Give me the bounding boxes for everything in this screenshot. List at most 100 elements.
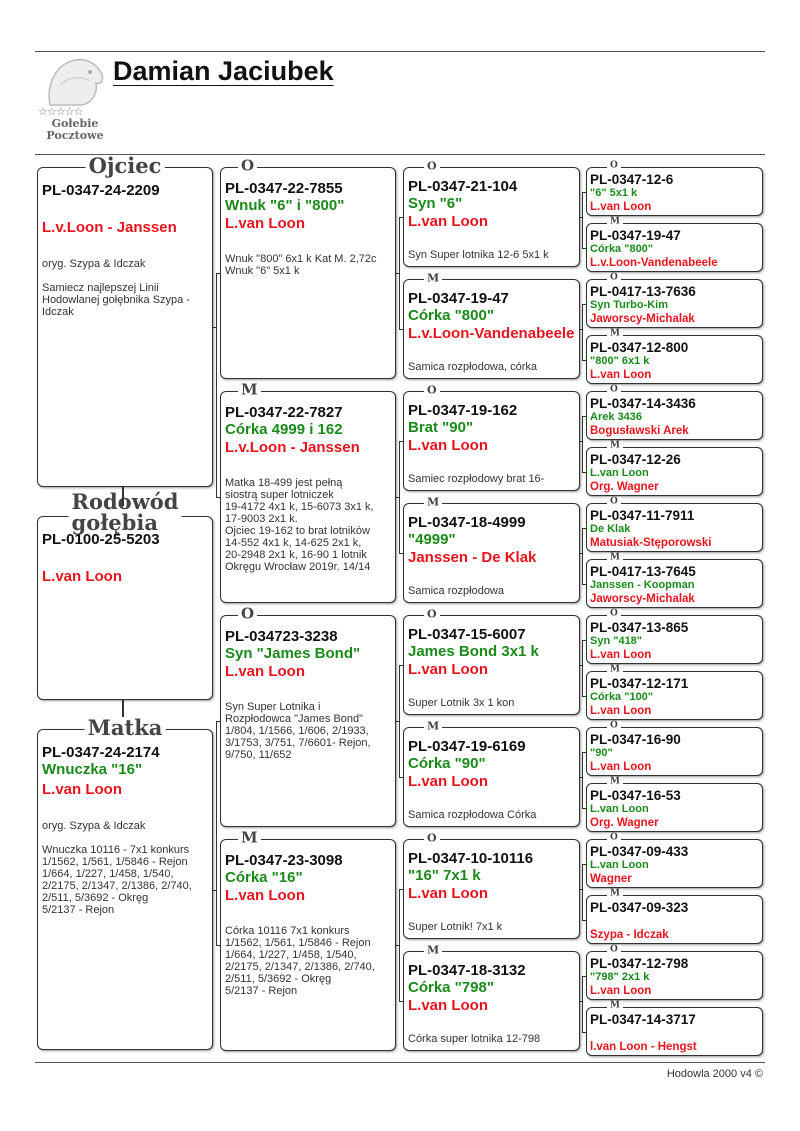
ring-number: PL-0347-12-26 [590,452,681,467]
pedigree-card: Rodowód gołębia PL-0100-25-5203 L.van Loon [37,490,213,700]
connector-line [580,329,582,330]
ring-number: PL-0347-11-7911 [590,508,695,523]
pedigree-card: O PL-0347-12-6 "6" 5x1 k L.van Loon [586,161,763,216]
logo: ☆☆☆☆☆ Gołebie Pocztowe [38,55,112,149]
connector-line [396,273,399,274]
pedigree-card: Ojciec PL-0347-24-2209 L.v.Loon - Janssen o… [37,154,213,487]
card-legend: M [607,777,623,787]
connector-line [399,441,403,442]
connector-line [396,945,399,946]
card-legend: O [607,609,621,619]
pedigree-card: O PL-0347-22-7855 Wnuk "6" i "800" L.van Lo… [220,158,396,379]
pigeon-head-icon [48,58,104,106]
connector-line [213,889,216,891]
pigeon-name: "4999" [408,531,456,548]
connector-line [216,721,217,945]
ring-number: PL-0347-19-162 [408,402,518,419]
pigeon-name: L.van Loon [590,803,649,815]
ring-number: PL-0347-22-7827 [225,404,343,421]
logo-text-line1: Gołebie [51,117,99,130]
pedigree-card: M PL-0347-19-6169 Córka "90" L.van Loon Sami… [403,720,580,827]
connector-line [399,329,403,330]
breeder-line: Bogusławski Arek [590,425,689,437]
card-legend: M [424,720,443,732]
page-title: Damian Jaciubek [113,56,334,86]
connector-line [396,497,399,498]
breeder-line: Janssen - De Klak [408,549,537,566]
ring-number: PL-0347-12-800 [590,340,689,355]
pedigree-card: Matka PL-0347-24-2174 Wnuczka "16" L.van Lo… [37,716,213,1050]
pigeon-notes: Wnuk "800" 6x1 k Kat M. 2,72c Wnuk "6" 5… [225,253,377,277]
connector-line [399,217,400,329]
ring-number: PL-0347-24-2174 [42,744,160,761]
top-divider [35,51,765,52]
pedigree-card: O PL-0347-12-798 "798" 2x1 k L.van Loon [586,945,763,1000]
pigeon-notes: Super Lotnik 3x 1 kon [408,697,515,709]
card-legend: M [607,217,623,227]
pigeon-name: Syn "6" [408,195,463,212]
ring-number: PL-034723-3238 [225,628,338,645]
pigeon-notes: Samica rozpłodowa, córka [408,361,538,373]
ring-number: PL-0347-12-6 [590,172,674,187]
connector-line [580,777,582,778]
pigeon-name: Córka "800" [590,243,654,255]
pedigree-card: M PL-0417-13-7645 Janssen - Koopman Jaworsc… [586,553,763,608]
card-legend: M [607,1001,623,1011]
connector-line [582,527,583,584]
card-legend: M [607,553,623,563]
connector-line [582,975,586,977]
card-legend: Matka [84,716,166,738]
ring-number: PL-0347-10-10116 [408,850,534,867]
connector-line [582,359,586,361]
pigeon-name [590,915,758,928]
connector-line [580,553,582,554]
breeder-line: L.van Loon [590,761,652,773]
pigeon-name: "16" 7x1 k [408,867,481,884]
pigeon-notes: Córka 10116 7x1 konkurs 1/1562, 1/561, 1… [225,925,375,997]
pigeon-name: Córka "90" [408,755,486,772]
card-legend: Ojciec [85,154,165,176]
ring-number: PL-0347-15-6007 [408,626,526,643]
card-legend: O [424,160,440,172]
pedigree-card: M PL-0347-18-3132 Córka "798" L.van Loon Cór… [403,944,580,1051]
breeder-line: L.van Loon [225,887,305,904]
connector-line [582,751,583,808]
ring-number: PL-0417-13-7645 [590,564,696,579]
breeder-line: L.van Loon [590,705,652,717]
pigeon-name: Arek 3436 [590,411,642,423]
breeder-line: Jaworscy-Michalak [590,313,695,325]
pigeon-notes: oryg. Szypa & Idczak Wnuczka 10116 - 7x1… [42,820,192,916]
breeder-line: Szypa - Idczak [590,929,669,941]
connector-line [582,415,583,472]
ring-number: PL-0347-19-47 [408,290,509,307]
pedigree-card: O PL-0347-11-7911 De Klak Matusiak-Stęporow… [586,497,763,552]
connector-line [582,303,586,305]
connector-line [399,553,403,554]
connector-line [580,889,582,890]
breeder-line: L.v.Loon - Janssen [42,219,177,236]
ring-number: PL-0347-22-7855 [225,180,343,197]
pedigree-card: M PL-0347-23-3098 Córka "16" L.van Loon Córk… [220,830,396,1051]
connector-line [582,303,583,360]
pedigree-card: O PL-0347-13-865 Syn "418" L.van Loon [586,609,763,664]
card-legend: O [607,161,621,171]
breeder-line: L.v.Loon-Vandenabeele [590,257,718,269]
card-legend: M [424,944,443,956]
breeder-line: L.van Loon [408,997,488,1014]
pigeon-name [42,199,208,217]
card-legend: M [424,496,443,508]
connector-line [582,751,586,753]
ring-number: PL-0347-18-4999 [408,514,526,531]
breeder-line: L.v.Loon-Vandenabeele [408,325,575,342]
connector-line [216,945,220,946]
ring-number: PL-0347-19-47 [590,228,681,243]
card-legend: O [607,945,621,955]
connector-line [582,863,586,865]
ring-number: PL-0347-23-3098 [225,852,343,869]
pedigree-card: O PL-0347-15-6007 James Bond 3x1 k L.van Lo… [403,608,580,715]
card-legend: M [238,830,261,846]
connector-line [399,889,403,890]
connector-line [582,191,586,193]
breeder-line: L.van Loon [42,781,122,798]
logo-stars: ☆☆☆☆☆ [38,106,83,118]
